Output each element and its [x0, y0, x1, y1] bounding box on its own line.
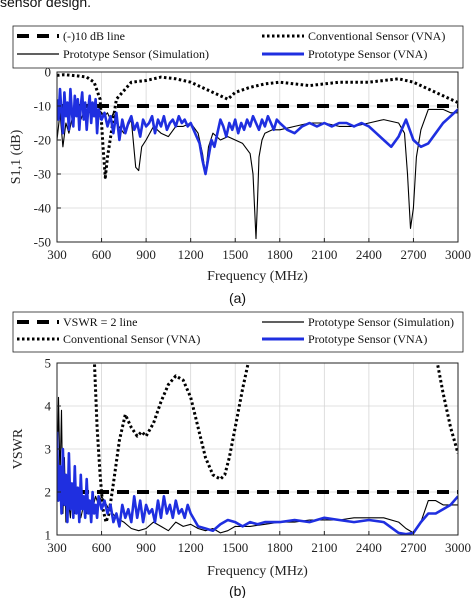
- axes-frame: [56, 71, 459, 243]
- x-tick-label: 600: [92, 540, 112, 555]
- x-tick-label: 1200: [178, 540, 204, 555]
- chart-s11: 300 600 900 1200 1500 1800 2100 2400 2700 3000 0 -1…: [9, 25, 471, 306]
- x-tick-label: 2700: [400, 540, 426, 555]
- x-tick-label: 3000: [445, 247, 471, 262]
- legend-label: Conventional Sensor (VNA): [308, 29, 445, 43]
- x-axis-label: Frequency (MHz): [207, 269, 308, 284]
- plot-area: [57, 363, 458, 535]
- legend-label: VSWR = 2 line: [63, 315, 137, 329]
- chart-vswr: 300 600 900 1200 1500 1800 2100 2400 2700 3000 5 4 3…: [11, 311, 471, 598]
- x-tick-label: 1500: [222, 247, 248, 262]
- y-tick-label: 3: [45, 442, 52, 457]
- legend-label: (-)10 dB line: [63, 29, 125, 43]
- panel-label: (b): [229, 583, 246, 598]
- x-tick-label: 1800: [267, 540, 293, 555]
- caption-fragment: sensor design.: [0, 0, 92, 10]
- y-tick-label: -50: [34, 235, 51, 250]
- x-axis-label: Frequency (MHz): [207, 564, 308, 579]
- x-tick-label: 300: [47, 247, 67, 262]
- y-axis-label: VSWR: [11, 428, 26, 469]
- y-tick-label: -20: [34, 133, 51, 148]
- y-tick-label: -10: [34, 99, 51, 114]
- y-tick-label: -30: [34, 167, 51, 182]
- y-tick-label: 0: [45, 65, 52, 80]
- legend-box: [12, 311, 464, 353]
- legend-label: Prototype Sensor (VNA): [308, 47, 427, 61]
- series-line: [92, 363, 458, 524]
- y-tick-label: 5: [45, 356, 52, 371]
- y-tick-label: 2: [45, 485, 52, 500]
- x-tick-label: 2100: [311, 247, 337, 262]
- series-line: [57, 431, 458, 535]
- x-tick-label: 600: [92, 247, 112, 262]
- legend-label: Prototype Sensor (VNA): [308, 332, 427, 346]
- x-tick-label: 2700: [400, 247, 426, 262]
- x-tick-label: 900: [136, 247, 156, 262]
- y-axis-label: S1,1 (dB): [9, 129, 24, 184]
- series-line: [57, 87, 458, 176]
- x-tick-label: 2100: [311, 540, 337, 555]
- panel-label: (a): [229, 290, 246, 306]
- x-tick-label: 1800: [267, 247, 293, 262]
- legend-label: Prototype Sensor (Simulation): [63, 47, 209, 61]
- legend-box: [12, 25, 464, 69]
- x-tick-label: 2400: [356, 540, 382, 555]
- legend-label: Conventional Sensor (VNA): [63, 332, 200, 346]
- x-tick-label: 3000: [445, 540, 471, 555]
- x-tick-label: 900: [136, 540, 156, 555]
- x-tick-label: 1500: [222, 540, 248, 555]
- x-tick-label: 300: [47, 540, 67, 555]
- y-tick-label: 1: [45, 528, 52, 543]
- x-tick-label: 2400: [356, 247, 382, 262]
- legend: (-)10 dB line Conventional Sensor (VNA) Pr…: [12, 25, 464, 69]
- x-tick-label: 1200: [178, 247, 204, 262]
- legend: VSWR = 2 line Prototype Sensor (Simulatio…: [12, 311, 464, 353]
- plot-area: [57, 73, 458, 240]
- legend-label: Prototype Sensor (Simulation): [308, 315, 454, 329]
- series-line: [57, 73, 458, 179]
- y-tick-label: -40: [34, 201, 51, 216]
- y-tick-label: 4: [45, 399, 52, 414]
